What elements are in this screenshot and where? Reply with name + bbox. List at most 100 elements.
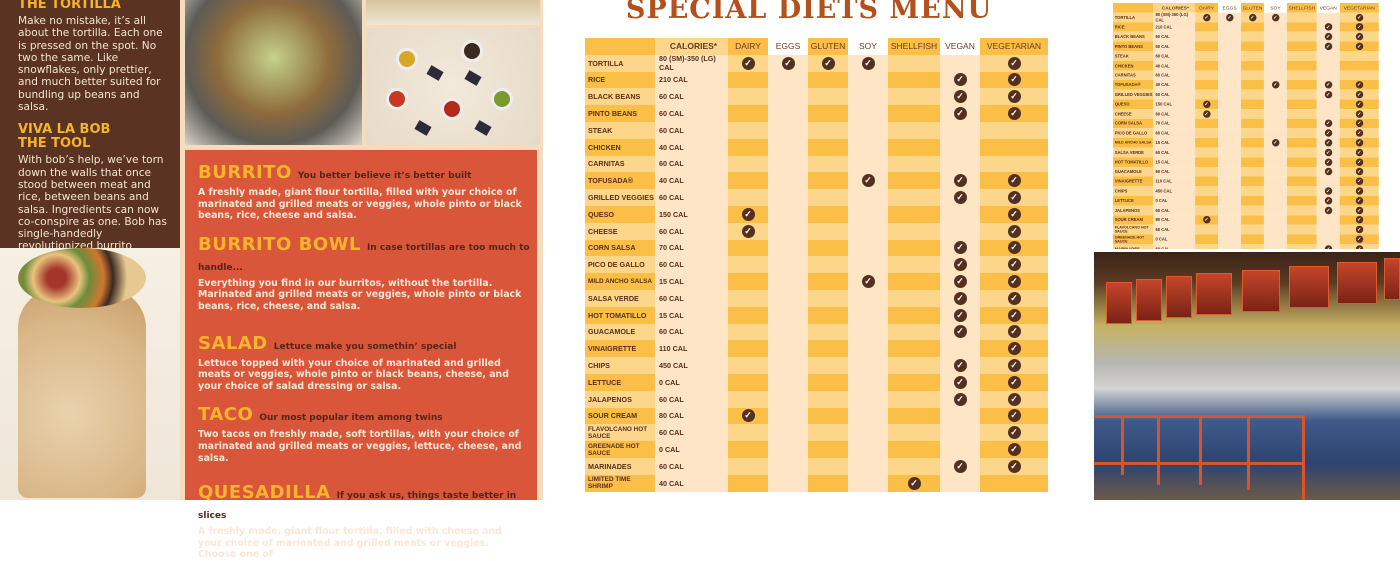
diet-cell-dairy: [1195, 60, 1219, 71]
diet-cell-vegetarian: ✓: [980, 88, 1048, 106]
check-circle-icon: ✓: [1202, 13, 1211, 22]
diet-cell-gluten: [808, 239, 848, 257]
calories-cell: 450 CAL: [1153, 186, 1196, 196]
column-header: GLUTEN: [1241, 3, 1264, 13]
diet-cell-eggs: [768, 306, 808, 324]
check-circle-icon: ✓: [1324, 81, 1332, 89]
check-circle-icon: ✓: [1007, 90, 1021, 104]
diet-cell-vegetarian: ✓: [980, 273, 1048, 290]
diet-cell-vegetarian: ✓: [1339, 31, 1379, 42]
diet-cell-gluten: [808, 205, 848, 223]
calories-cell: 40 CAL: [655, 474, 728, 492]
calories-cell: 40 CAL: [1153, 80, 1196, 90]
check-circle-icon: ✓: [1355, 216, 1363, 224]
diet-cell-vegan: ✓: [940, 357, 980, 374]
item-tagline: In case tortillas are too much to handle…: [198, 242, 530, 273]
diet-cell-shellfish: [1286, 215, 1317, 225]
check-circle-icon: ✓: [1007, 325, 1021, 339]
diet-cell-vegan: [1316, 234, 1340, 245]
table-row: SALSA VERDE 60 CAL ✓ ✓: [1113, 147, 1379, 158]
check-circle-icon: ✓: [1007, 258, 1021, 272]
diet-cell-vegetarian: ✓: [980, 54, 1048, 72]
ingredient-name: PINTO BEANS: [585, 105, 655, 122]
diet-cell-eggs: [1218, 137, 1242, 148]
diet-cell-soy: [848, 306, 888, 324]
diet-cell-soy: [1263, 31, 1287, 42]
diet-cell-vegan: ✓: [940, 323, 980, 341]
item-tagline: Our most popular item among twins: [259, 413, 443, 424]
diet-cell-soy: [848, 474, 888, 492]
diet-cell-soy: [848, 390, 888, 408]
diet-cell-gluten: [808, 189, 848, 206]
diet-cell-soy: [848, 424, 888, 442]
railing: [1121, 415, 1124, 475]
calories-cell: 110 CAL: [655, 340, 728, 358]
diet-cell-vegan: ✓: [940, 373, 980, 391]
calories-cell: 150 CAL: [655, 205, 728, 223]
diet-cell-shellfish: [888, 205, 940, 223]
diet-cell-vegetarian: ✓: [980, 289, 1048, 307]
section-heading: THE TORTILLA: [18, 0, 121, 12]
diet-cell-dairy: [728, 121, 768, 139]
diet-cell-shellfish: [1286, 22, 1317, 32]
check-circle-icon: ✓: [953, 392, 967, 406]
check-circle-icon: ✓: [1248, 13, 1257, 22]
check-circle-icon: ✓: [1355, 129, 1363, 137]
diet-cell-vegan: [1316, 12, 1340, 23]
calories-cell: 60 CAL: [1153, 128, 1196, 138]
diet-cell-eggs: [768, 357, 808, 374]
diet-cell-vegan: ✓: [940, 88, 980, 106]
check-circle-icon: ✓: [1007, 174, 1021, 188]
calories-cell: 60 CAL: [1153, 41, 1196, 52]
chips-and-salsa-photo: [366, 28, 540, 145]
diet-cell-shellfish: [1286, 205, 1317, 216]
burrito-image: [18, 288, 146, 498]
diet-cell-shellfish: [888, 256, 940, 274]
diet-cell-eggs: [1218, 70, 1242, 81]
calories-cell: 80 CAL: [655, 407, 728, 425]
calories-cell: 60 CAL: [1153, 109, 1196, 119]
diet-cell-shellfish: [888, 457, 940, 475]
calories-cell: 15 CAL: [655, 273, 728, 290]
diet-cell-vegan: [940, 441, 980, 458]
ingredient-name: CHEESE: [585, 222, 655, 240]
diet-cell-vegetarian: ✓: [980, 340, 1048, 358]
page-title: SPECIAL DIETS MENU: [625, 0, 993, 25]
diet-cell-vegan: [1316, 60, 1340, 71]
ingredient-name: RICE: [585, 71, 655, 89]
diet-cell-gluten: ✓: [1241, 12, 1264, 23]
diet-cell-vegetarian: ✓: [1339, 12, 1379, 23]
item-name: TACO: [198, 404, 254, 426]
diet-cell-soy: [848, 373, 888, 391]
diet-cell-soy: ✓: [848, 54, 888, 72]
diet-cell-shellfish: [888, 323, 940, 341]
diet-cell-gluten: [808, 357, 848, 374]
ingredient-name: PICO DE GALLO: [585, 256, 655, 274]
diet-cell-vegetarian: ✓: [980, 407, 1048, 425]
ingredient-name: HOT TOMATILLO: [585, 306, 655, 324]
railing: [1247, 415, 1250, 490]
diet-cell-dairy: [1195, 22, 1219, 32]
diet-cell-vegan: ✓: [940, 172, 980, 190]
salsa-bowl-image: [386, 88, 408, 110]
diet-cell-eggs: [1218, 157, 1242, 167]
diet-cell-vegetarian: ✓: [1339, 176, 1379, 187]
diet-cell-eggs: [1218, 60, 1242, 71]
diet-cell-vegan: [940, 155, 980, 173]
diet-cell-shellfish: [888, 222, 940, 240]
diet-cell-vegan: ✓: [1316, 244, 1340, 249]
diet-cell-vegetarian: [980, 474, 1048, 492]
table-row: GUACAMOLE 60 CAL ✓ ✓: [1113, 166, 1379, 177]
check-circle-icon: ✓: [1007, 342, 1021, 356]
diet-cell-gluten: [808, 88, 848, 106]
diet-cell-eggs: [768, 205, 808, 223]
diet-cell-soy: [1263, 70, 1287, 81]
diet-cell-dairy: [1195, 118, 1219, 129]
diet-cell-vegetarian: ✓: [1339, 224, 1379, 235]
diet-cell-eggs: [1218, 205, 1242, 216]
check-circle-icon: ✓: [953, 291, 967, 305]
diet-cell-dairy: [1195, 31, 1219, 42]
check-circle-icon: ✓: [861, 275, 875, 289]
diet-cell-vegetarian: ✓: [1339, 137, 1379, 148]
diet-cell-dairy: [728, 424, 768, 442]
